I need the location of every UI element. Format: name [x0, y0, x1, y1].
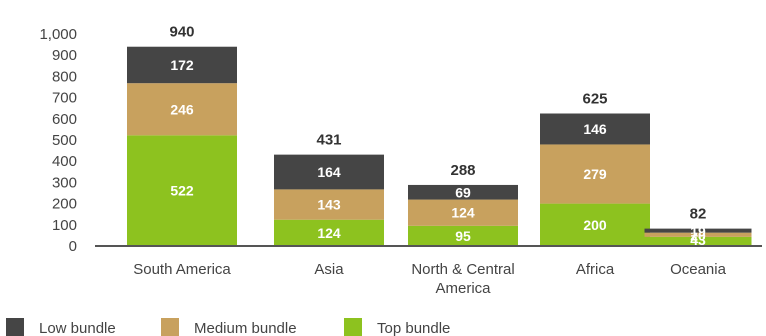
bar-segment-low-bundle [274, 154, 384, 190]
category-label: Asia [314, 261, 344, 278]
legend-label: Low bundle [39, 320, 116, 336]
y-tick-label: 600 [52, 111, 77, 128]
bar-segment-low-bundle [127, 46, 237, 84]
y-tick-label: 0 [69, 238, 77, 255]
segment-value-label: 124 [317, 225, 341, 241]
segment-value-label: 164 [317, 164, 341, 180]
bar-segment-low-bundle [408, 184, 518, 200]
legend-swatch [161, 318, 179, 336]
category-label: South America [133, 261, 231, 278]
y-tick-label: 300 [52, 174, 77, 191]
legend-swatch [344, 318, 362, 336]
bar-total-label: 82 [690, 206, 707, 223]
y-tick-label: 200 [52, 196, 77, 213]
segment-value-label: 522 [170, 183, 194, 199]
legend-label: Medium bundle [194, 320, 297, 336]
segment-value-label: 146 [583, 121, 607, 137]
segment-value-label: 246 [170, 101, 194, 117]
segment-value-label: 95 [455, 228, 471, 244]
bar-segment-low-bundle [540, 113, 650, 145]
y-tick-label: 1,000 [39, 26, 77, 43]
segment-value-label: 143 [317, 197, 341, 213]
bar-segment-low-bundle [644, 228, 752, 233]
y-tick-label: 800 [52, 68, 77, 85]
bar-segment-top-bundle [644, 236, 752, 246]
bar-segment-medium-bundle [408, 199, 518, 226]
bar-total-label: 625 [582, 91, 607, 108]
y-tick-label: 500 [52, 132, 77, 149]
bar-segment-top-bundle [127, 135, 237, 246]
category-label: North & Central America [411, 261, 514, 297]
bar-total-label: 431 [316, 132, 341, 149]
legend: Low bundle Medium bundle Top bundle [6, 318, 450, 336]
segment-value-label: 69 [455, 184, 471, 200]
x-axis: South America Asia North & Central America A… [95, 245, 762, 297]
bar-segment-top-bundle [540, 203, 650, 246]
bar-segment-medium-bundle [644, 232, 752, 237]
y-tick-label: 900 [52, 47, 77, 64]
y-tick-label: 700 [52, 90, 77, 107]
segment-value-label: 279 [583, 166, 607, 182]
bars: 522 246 172 940 124 143 164 431 95 124 69 288 200 279… [127, 24, 752, 248]
category-label: Oceania [670, 261, 727, 278]
bar-segment-medium-bundle [540, 144, 650, 204]
bar-segment-medium-bundle [127, 83, 237, 136]
legend-swatch [6, 318, 24, 336]
segment-value-label: 124 [451, 205, 475, 221]
segment-value-label: 172 [170, 57, 194, 73]
y-axis: 0 100 200 300 400 500 600 700 800 900 1,000 [39, 26, 77, 255]
bar-segment-top-bundle [274, 219, 384, 246]
bar-total-label: 940 [169, 24, 194, 41]
segment-value-label: 19 [690, 224, 706, 240]
legend-label: Top bundle [377, 320, 450, 336]
y-tick-label: 400 [52, 153, 77, 170]
bar-segment-top-bundle [408, 225, 518, 246]
bar-segment-medium-bundle [274, 189, 384, 220]
y-tick-label: 100 [52, 217, 77, 234]
segment-value-label: 200 [583, 217, 607, 233]
category-label: Africa [576, 261, 615, 278]
bar-total-label: 288 [450, 162, 475, 179]
